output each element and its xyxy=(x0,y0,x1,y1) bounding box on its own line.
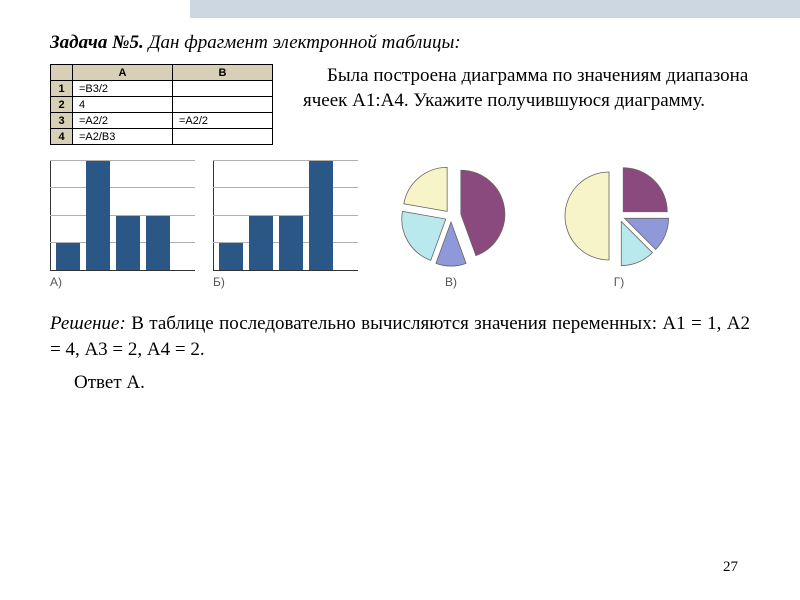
charts-row: А) Б) В) Г) xyxy=(50,161,750,289)
bar xyxy=(249,216,273,271)
slide-content: Задача №5. Дан фрагмент электронной табл… xyxy=(50,32,750,394)
task-title: Задача №5. Дан фрагмент электронной табл… xyxy=(50,32,750,54)
cell-b4 xyxy=(173,129,273,145)
bar xyxy=(309,161,333,270)
bar-area-b xyxy=(213,161,358,271)
pie-chart-c: В) xyxy=(376,161,526,289)
chart-label-c: В) xyxy=(376,275,526,289)
table-row: 1 =B3/2 xyxy=(51,81,273,97)
bar xyxy=(219,243,243,270)
pie-chart-d: Г) xyxy=(544,161,694,289)
pie-slice xyxy=(404,167,447,211)
bar-chart-b: Б) xyxy=(213,161,358,289)
bar xyxy=(146,216,170,271)
bar xyxy=(279,216,303,271)
bar xyxy=(86,161,110,270)
pie-slice xyxy=(565,172,609,260)
bar xyxy=(56,243,80,270)
cell-a3: =A2/2 xyxy=(73,113,173,129)
solution-label: Решение: xyxy=(50,313,126,334)
table-row: 4 =A2/B3 xyxy=(51,129,273,145)
bar-chart-a: А) xyxy=(50,161,195,289)
task-number: Задача №5. xyxy=(50,32,144,53)
row-header: 2 xyxy=(51,97,73,113)
cell-a2: 4 xyxy=(73,97,173,113)
row-header: 1 xyxy=(51,81,73,97)
corner-cell xyxy=(51,65,73,81)
row-header: 3 xyxy=(51,113,73,129)
chart-label-d: Г) xyxy=(544,275,694,289)
top-band xyxy=(190,0,800,18)
cell-b3: =A2/2 xyxy=(173,113,273,129)
col-header-b: B xyxy=(173,65,273,81)
col-header-a: A xyxy=(73,65,173,81)
chart-label-b: Б) xyxy=(213,275,358,289)
cell-a1: =B3/2 xyxy=(73,81,173,97)
bar-area-a xyxy=(50,161,195,271)
task-text: Была построена диаграмма по значениям ди… xyxy=(293,64,750,113)
page-number: 27 xyxy=(723,559,738,576)
answer-text: Ответ А. xyxy=(50,372,750,394)
cell-b1 xyxy=(173,81,273,97)
pie-slice xyxy=(461,170,505,255)
bar xyxy=(116,216,140,271)
pie-svg-c xyxy=(381,161,521,271)
solution-text: Решение: В таблице последовательно вычис… xyxy=(50,311,750,362)
table-row: 2 4 xyxy=(51,97,273,113)
spreadsheet-table: A B 1 =B3/2 2 4 3 =A2/2 =A2/2 4 =A2/B3 xyxy=(50,64,273,145)
chart-label-a: А) xyxy=(50,275,195,289)
cell-b2 xyxy=(173,97,273,113)
cell-a4: =A2/B3 xyxy=(73,129,173,145)
pie-slice xyxy=(402,211,446,260)
row-header: 4 xyxy=(51,129,73,145)
table-header-row: A B xyxy=(51,65,273,81)
pie-svg-d xyxy=(549,161,689,271)
pie-slice xyxy=(623,168,667,212)
task-subtitle: Дан фрагмент электронной таблицы: xyxy=(144,32,461,53)
top-row: A B 1 =B3/2 2 4 3 =A2/2 =A2/2 4 =A2/B3 xyxy=(50,64,750,145)
table-row: 3 =A2/2 =A2/2 xyxy=(51,113,273,129)
solution-body: В таблице последовательно вычисляются зн… xyxy=(50,313,750,360)
